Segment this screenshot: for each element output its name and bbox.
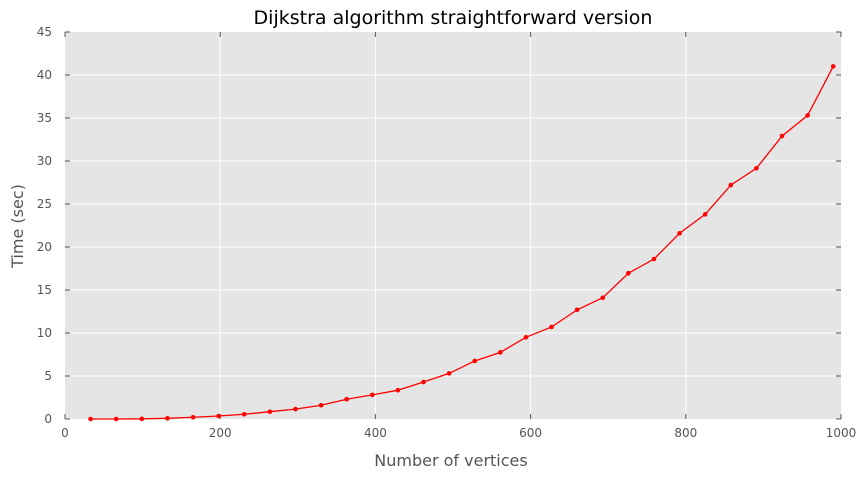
y-tick-label: 5 xyxy=(44,369,52,383)
axis-ticks: 0 200 400 600 800 1000 0 5 10 15 20 25 30 35 40 45 xyxy=(37,25,857,440)
chart-title: Dijkstra algorithm straightforward versi… xyxy=(254,7,653,29)
data-point xyxy=(472,358,478,364)
y-tick-label: 10 xyxy=(37,326,52,340)
data-point xyxy=(241,411,247,417)
data-point xyxy=(369,392,375,398)
data-point xyxy=(523,335,529,340)
data-point xyxy=(139,416,145,422)
data-point xyxy=(165,416,170,421)
data-point xyxy=(728,182,734,188)
data-point xyxy=(702,212,708,217)
data-point xyxy=(805,113,810,118)
x-tick-label: 400 xyxy=(364,426,387,440)
data-point xyxy=(293,406,298,412)
y-tick-label: 15 xyxy=(37,283,52,297)
data-point xyxy=(395,387,401,393)
data-point xyxy=(754,166,759,171)
data-point xyxy=(651,256,657,262)
series-line xyxy=(90,66,834,420)
data-point xyxy=(446,371,452,376)
data-point xyxy=(344,396,349,402)
data-series xyxy=(88,64,836,422)
y-tick-label: 35 xyxy=(37,111,52,125)
x-tick-label: 200 xyxy=(209,426,232,440)
x-tick-label: 600 xyxy=(519,426,542,440)
data-point xyxy=(318,402,324,408)
data-point xyxy=(779,133,785,139)
x-axis-label: Number of vertices xyxy=(374,451,527,470)
data-point xyxy=(88,416,93,422)
y-tick-label: 20 xyxy=(37,240,52,254)
y-tick-label: 30 xyxy=(37,154,52,168)
y-tick-label: 0 xyxy=(44,412,52,426)
data-point xyxy=(190,414,196,420)
data-point xyxy=(600,295,606,301)
data-point xyxy=(421,379,426,385)
data-point xyxy=(498,350,503,355)
data-point xyxy=(574,307,580,313)
data-point xyxy=(113,416,119,422)
y-axis-label: Time (sec) xyxy=(8,184,27,269)
data-point xyxy=(830,64,836,69)
data-point xyxy=(677,230,682,236)
y-tick-label: 25 xyxy=(37,197,52,211)
data-point xyxy=(626,270,631,276)
x-tick-label: 0 xyxy=(61,426,69,440)
x-tick-label: 1000 xyxy=(826,426,857,440)
plot-background xyxy=(65,32,841,419)
gridlines xyxy=(65,32,841,419)
y-tick-label: 40 xyxy=(37,68,52,82)
y-tick-label: 45 xyxy=(37,25,52,39)
data-point xyxy=(267,409,273,414)
data-point xyxy=(549,324,554,330)
x-tick-label: 800 xyxy=(674,426,697,440)
data-point xyxy=(216,413,221,419)
